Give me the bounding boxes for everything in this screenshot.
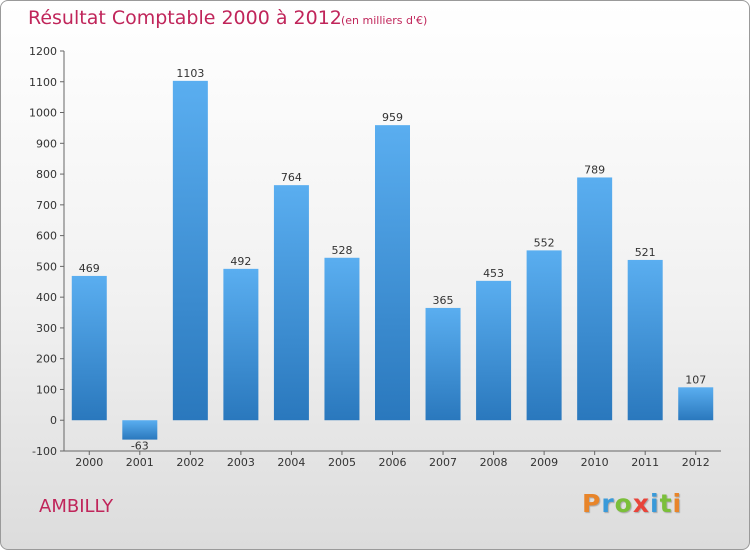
bar — [223, 268, 259, 421]
data-label: 764 — [281, 171, 302, 184]
data-label: 492 — [230, 255, 251, 268]
x-tick-label: 2006 — [379, 456, 407, 469]
data-label: 453 — [483, 267, 504, 280]
logo-letter: i — [650, 489, 660, 518]
y-tick-label: 1200 — [29, 45, 57, 58]
x-tick-label: 2001 — [126, 456, 154, 469]
data-label: 521 — [635, 246, 656, 259]
logo-letter: x — [632, 489, 650, 518]
bar — [273, 185, 309, 421]
bar — [577, 177, 613, 421]
data-label: 789 — [584, 163, 605, 176]
x-tick-label: 2008 — [480, 456, 508, 469]
y-tick-label: 700 — [36, 199, 57, 212]
bar — [375, 125, 410, 421]
data-label: 528 — [331, 244, 352, 257]
bar — [172, 80, 208, 421]
x-tick-label: 2007 — [429, 456, 457, 469]
x-tick-label: 2000 — [75, 456, 103, 469]
x-tick-label: 2002 — [176, 456, 204, 469]
chart-title: Résultat Comptable 2000 à 2012 — [28, 7, 342, 29]
x-tick-label: 2003 — [227, 456, 255, 469]
y-tick-label: 600 — [36, 230, 57, 243]
y-tick-label: 1100 — [29, 76, 57, 89]
x-tick-label: 2011 — [631, 456, 659, 469]
y-tick-label: 1000 — [29, 107, 57, 120]
x-tick-label: 2012 — [682, 456, 710, 469]
x-tick-label: 2009 — [530, 456, 558, 469]
bar — [476, 280, 512, 421]
x-tick-label: 2004 — [277, 456, 305, 469]
y-tick-label: 300 — [36, 322, 57, 335]
x-tick-label: 2010 — [581, 456, 609, 469]
logo-letter: t — [659, 489, 673, 518]
data-label: 365 — [433, 294, 454, 307]
bar — [425, 307, 461, 421]
y-tick-label: 0 — [50, 414, 57, 427]
bar — [627, 259, 663, 421]
bar — [526, 250, 562, 421]
y-tick-label: 100 — [36, 383, 57, 396]
y-tick-label: 400 — [36, 291, 57, 304]
logo-letter: i — [672, 489, 683, 518]
chart-subtitle: (en milliers d'€) — [341, 14, 428, 27]
data-label: 107 — [685, 373, 706, 386]
commune-name: AMBILLY — [39, 496, 114, 517]
logo-letter: o — [614, 489, 633, 518]
y-tick-label: 200 — [36, 353, 57, 366]
bar — [678, 387, 714, 421]
data-label: 552 — [534, 236, 555, 249]
y-tick-label: 500 — [36, 260, 57, 273]
logo-letter: r — [601, 489, 615, 518]
bar — [71, 275, 107, 421]
bar — [324, 257, 360, 421]
y-tick-label: 800 — [36, 168, 57, 181]
x-tick-label: 2005 — [328, 456, 356, 469]
y-tick-label: 900 — [36, 137, 57, 150]
data-label: -63 — [131, 440, 149, 453]
bar — [122, 420, 158, 440]
data-label: 469 — [79, 262, 100, 275]
logo-letter: P — [582, 489, 602, 518]
proxiti-logo[interactable]: Proxiti — [582, 489, 682, 518]
data-label: 959 — [382, 111, 403, 124]
data-label: 1103 — [176, 67, 204, 80]
y-tick-label: -100 — [32, 445, 57, 458]
